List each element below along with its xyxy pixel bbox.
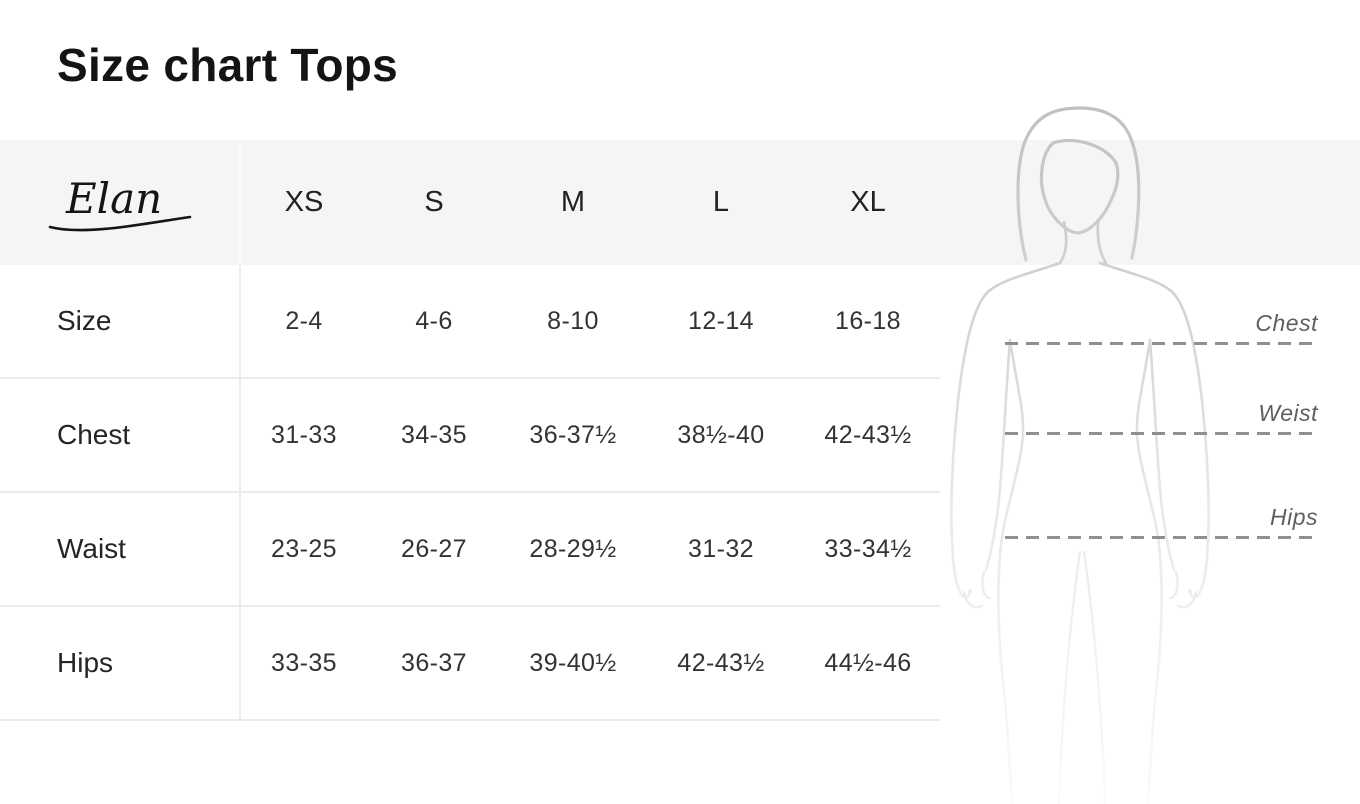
chest-xl-value: 42-43½: [824, 420, 912, 449]
chest-dashed-line: [1005, 342, 1318, 345]
hips-l-value: 42-43½: [677, 648, 765, 677]
chest-xs-value: 31-33: [271, 420, 337, 449]
table-header-row: Elan XS S M L XL: [0, 140, 940, 265]
size-xs-value: 2-4: [285, 306, 323, 335]
brand-underline-swoosh: [48, 215, 192, 231]
column-header-xl: XL: [850, 186, 886, 218]
size-table: Elan XS S M L XL Size 2-4 4-6 8-10 12-14…: [0, 140, 940, 721]
figure-face: [1039, 138, 1120, 235]
hips-dashed-line: [1005, 536, 1318, 539]
row-label-chest: Chest: [57, 419, 131, 450]
table-row-chest: Chest 31-33 34-35 36-37½ 38½-40 42-43½: [0, 379, 940, 493]
page-title: Size chart Tops: [57, 39, 399, 91]
table-row-hips: Hips 33-35 36-37 39-40½ 42-43½ 44½-46: [0, 607, 940, 721]
mannequin-figure: [950, 106, 1210, 804]
size-s-value: 4-6: [415, 306, 453, 335]
table-row-waist: Waist 23-25 26-27 28-29½ 31-32 33-34½: [0, 493, 940, 607]
column-header-l: L: [712, 186, 730, 218]
figure-hair: [1016, 106, 1141, 262]
column-header-s: S: [424, 186, 444, 218]
hips-m-value: 39-40½: [529, 648, 617, 677]
row-label-size: Size: [57, 305, 112, 336]
column-divider: [239, 265, 241, 721]
size-l-value: 12-14: [688, 306, 754, 335]
column-divider: [239, 140, 241, 265]
hips-s-value: 36-37: [401, 648, 467, 677]
waist-m-value: 28-29½: [529, 534, 617, 563]
weist-dashed-line: [1005, 432, 1318, 435]
hips-xs-value: 33-35: [271, 648, 337, 677]
chest-s-value: 34-35: [401, 420, 467, 449]
hips-xl-value: 44½-46: [824, 648, 912, 677]
waist-s-value: 26-27: [401, 534, 467, 563]
row-label-waist: Waist: [57, 533, 126, 564]
waist-xs-value: 23-25: [271, 534, 337, 563]
brand-logo-svg: Elan: [48, 174, 192, 231]
waist-xl-value: 33-34½: [824, 534, 912, 563]
size-m-value: 8-10: [547, 306, 599, 335]
table-row-size: Size 2-4 4-6 8-10 12-14 16-18: [0, 265, 940, 379]
measure-label-chest: Chest: [1255, 310, 1318, 336]
chest-m-value: 36-37½: [529, 420, 617, 449]
waist-l-value: 31-32: [688, 534, 754, 563]
measure-label-weist: Weist: [1258, 400, 1318, 426]
brand-logo: Elan: [0, 161, 240, 245]
size-xl-value: 16-18: [835, 306, 901, 335]
column-header-xs: XS: [284, 186, 324, 218]
chest-l-value: 38½-40: [677, 420, 765, 449]
row-label-hips: Hips: [57, 647, 114, 678]
column-header-m: M: [560, 186, 586, 218]
measure-label-hips: Hips: [1269, 504, 1318, 530]
brand-logo-text: Elan: [65, 174, 162, 223]
